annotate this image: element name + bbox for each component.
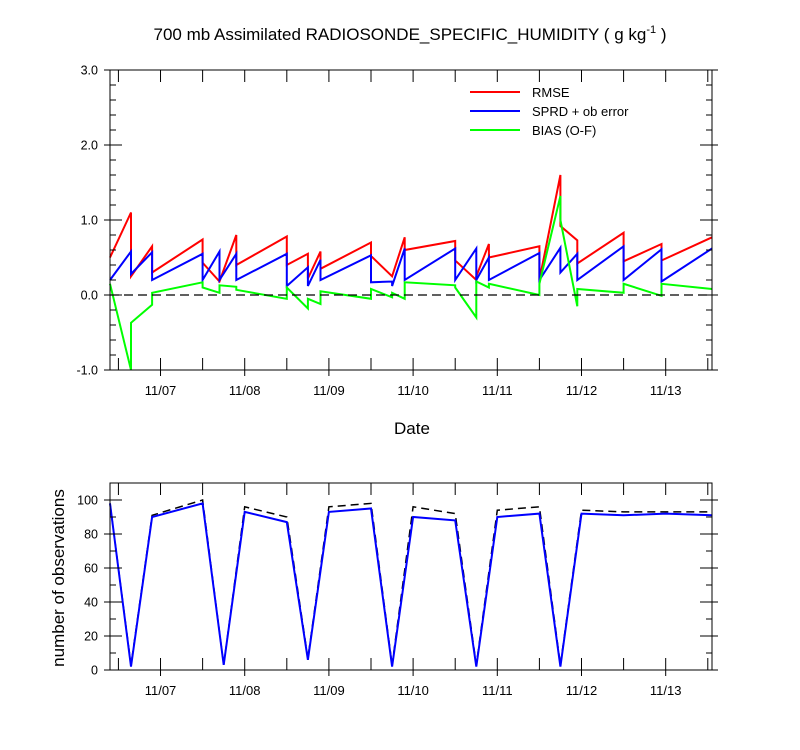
bottom-x-tick-label: 11/09: [313, 683, 345, 698]
y-axis-title: number of observations: [49, 489, 68, 667]
legend-label-rmse: RMSE: [532, 85, 570, 100]
top-x-tick-label: 11/11: [482, 383, 513, 398]
bottom-y-tick-label: 100: [77, 494, 98, 508]
bottom-y-tick-label: 60: [84, 562, 98, 576]
bottom-series-possible-observations: [109, 499, 712, 666]
bottom-x-tick-label: 11/10: [397, 683, 429, 698]
top-x-tick-label: 11/09: [313, 383, 345, 398]
bottom-y-tick-label: 0: [91, 664, 98, 678]
top-x-tick-label: 11/12: [566, 383, 598, 398]
top-panel: 11/07 11/08 11/09 11/10 11/11 11/12 11/13 -1.0 0…: [76, 64, 718, 398]
top-y-tick-label: -1.0: [76, 364, 98, 378]
x-axis-title: Date: [394, 419, 430, 438]
top-series-group: [109, 174, 713, 371]
bottom-x-tick-label: 11/12: [566, 683, 598, 698]
bottom-y-tick-label: 40: [84, 596, 98, 610]
top-axis-ticks: 11/07 11/08 11/09 11/10 11/11 11/12 11/13 -1.0 0…: [76, 64, 718, 398]
top-x-tick-label: 11/10: [397, 383, 429, 398]
top-x-tick-label: 11/07: [145, 383, 177, 398]
top-series-bias-o-f: [109, 195, 713, 371]
bottom-y-tick-label: 20: [84, 630, 98, 644]
top-y-tick-label: 2.0: [81, 139, 98, 153]
bottom-x-tick-label: 11/13: [650, 683, 682, 698]
bottom-x-tick-label: 11/08: [229, 683, 261, 698]
bottom-x-tick-label: 11/11: [482, 683, 513, 698]
legend-label-sprd-ob-error: SPRD + ob error: [532, 104, 629, 119]
top-series-rmse: [109, 174, 713, 284]
chart-title: 700 mb Assimilated RADIOSONDE_SPECIFIC_H…: [154, 24, 667, 44]
top-y-tick-label: 3.0: [81, 64, 98, 78]
top-y-tick-label: 0.0: [81, 289, 98, 303]
top-y-tick-label: 1.0: [81, 214, 98, 228]
bottom-panel: 11/07 11/08 11/09 11/10 11/11 11/12 11/13 0 20 40…: [77, 482, 718, 698]
bottom-series-assimilated-observations: [109, 502, 713, 667]
bottom-x-tick-label: 11/07: [145, 683, 177, 698]
legend-label-bias-o-f: BIAS (O-F): [532, 123, 596, 138]
top-x-tick-label: 11/13: [650, 383, 682, 398]
bottom-plot-frame: [109, 482, 713, 671]
bottom-series-group: [109, 499, 713, 667]
bottom-axis-ticks: 11/07 11/08 11/09 11/10 11/11 11/12 11/13 0 20 40…: [77, 482, 718, 698]
bottom-y-tick-label: 80: [84, 528, 98, 542]
top-x-tick-label: 11/08: [229, 383, 261, 398]
top-plot-frame: [109, 69, 713, 371]
top-series-sprd-ob-error: [109, 244, 713, 289]
legend: RMSE SPRD + ob error BIAS (O-F): [470, 85, 629, 138]
